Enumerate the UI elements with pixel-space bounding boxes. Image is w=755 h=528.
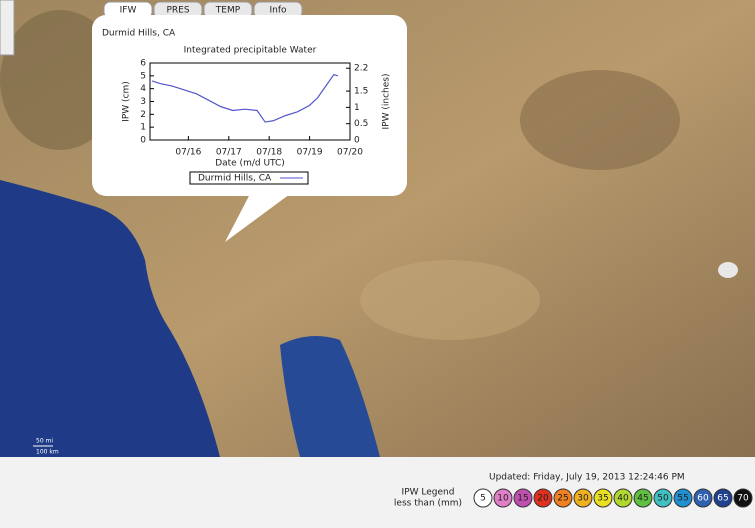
legend-value: 20 [537,494,549,504]
legend-value: 55 [677,494,688,504]
y-tick-label: 1 [140,123,146,133]
chart: Integrated precipitable Water 0 1 2 3 4 5 6 0 0.5… [122,46,392,185]
tabs: IFW PRES TEMP Info [103,1,303,19]
legend-title: less than (mm) [394,499,462,509]
legend-dot [633,488,653,508]
legend: 5 10 15 20 25 30 35 40 45 50 55 60 65 70 [473,488,753,508]
legend-value: 5 [480,494,486,504]
legend-dot [713,488,733,508]
legend-value: 60 [697,494,709,504]
legend-label: Durmid Hills, CA [198,174,272,184]
legend-dot [693,488,713,508]
x-tick-label: 07/17 [216,148,242,158]
y-tick-label: 2 [140,110,146,120]
tab-label: Info [269,6,287,16]
legend-value: 40 [617,494,629,504]
legend-dot [593,488,613,508]
y-tick-label: 6 [140,59,146,69]
popup [92,15,407,196]
y2-tick-label: 2.2 [354,64,368,74]
legend-value: 30 [577,494,589,504]
legend-value: 15 [517,494,528,504]
legend-dot [613,488,633,508]
x-axis-label: Date (m/d UTC) [215,159,285,169]
legend-dot [473,488,493,508]
updated-text: Updated: Friday, July 19, 2013 12:24:46 … [489,473,685,483]
y2-tick-label: 1.5 [354,87,368,97]
legend-value: 35 [597,494,608,504]
legend-value: 45 [637,494,648,504]
x-tick-label: 07/16 [175,148,201,158]
x-tick-label: 07/19 [297,148,323,158]
y-tick-label: 3 [140,97,146,107]
y2-axis-label: IPW (inches) [382,74,392,130]
y-tick-label: 4 [140,84,146,94]
map-scale: 50 mi 100 km [33,438,59,456]
tab-label: IFW [120,6,137,16]
y2-tick-label: 0.5 [354,119,368,129]
scale-label: 100 km [36,449,59,456]
series-line [151,73,339,123]
y-axis-label: IPW (cm) [122,81,132,122]
legend-dot [573,488,593,508]
chart-title: Integrated precipitable Water [184,46,317,56]
legend-value: 25 [557,494,568,504]
y-tick-label: 5 [140,71,146,81]
legend-dot [493,488,513,508]
scale-label: 50 mi [36,438,53,445]
legend-dot [513,488,533,508]
legend-dot [733,488,753,508]
chart-legend [189,171,309,185]
legend-value: 65 [717,494,728,504]
x-tick-label: 07/18 [256,148,282,158]
legend-dot [653,488,673,508]
tab-label: TEMP [215,6,241,16]
popup-title: Durmid Hills, CA [102,29,176,39]
x-tick-label: 07/20 [337,148,363,158]
legend-dot [673,488,693,508]
legend-title: IPW Legend [402,488,455,498]
y2-tick-label: 0 [354,136,360,146]
legend-value: 70 [737,494,749,504]
legend-dot [533,488,553,508]
y-tick-label: 0 [140,136,146,146]
legend-dot [553,488,573,508]
y2-tick-label: 1 [354,103,360,113]
legend-value: 50 [657,494,669,504]
popup-pointer [225,194,290,242]
tab-label: PRES [166,6,189,16]
legend-value: 10 [497,494,509,504]
